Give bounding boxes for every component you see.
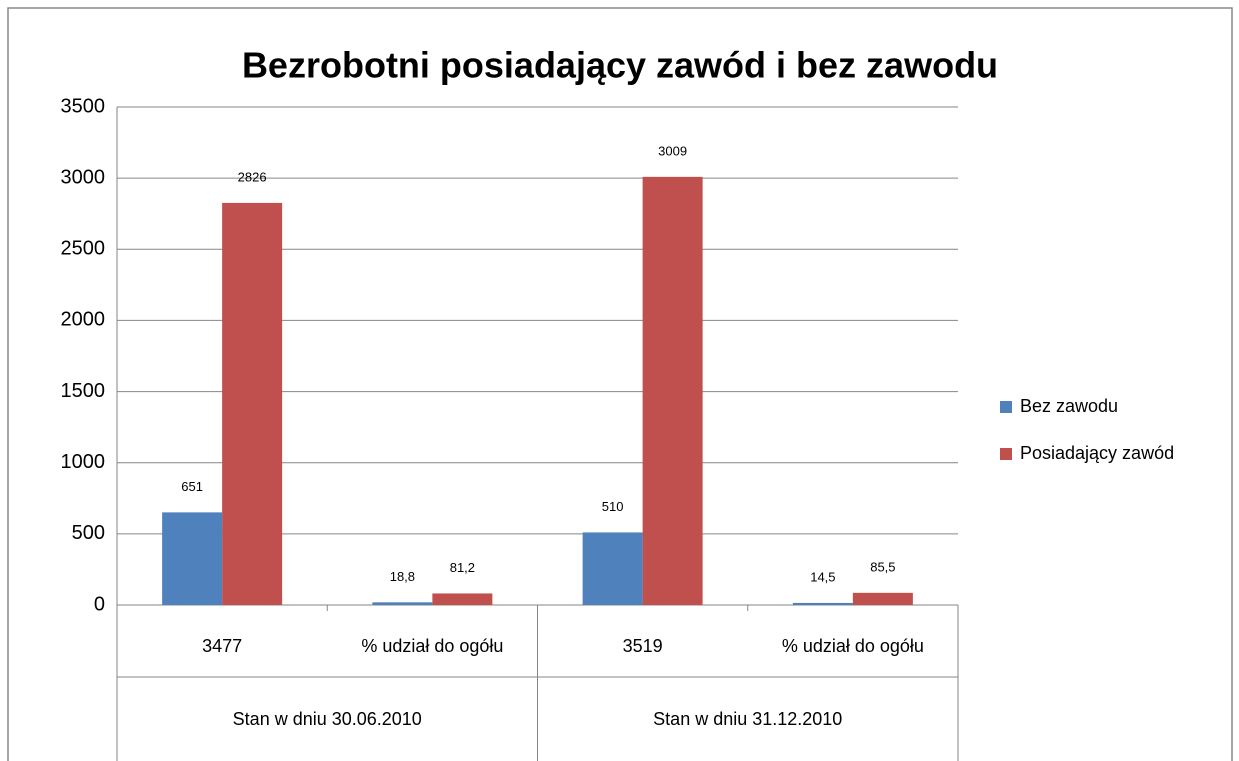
legend-swatch xyxy=(1000,401,1012,413)
y-tick-label: 500 xyxy=(72,522,105,544)
y-tick-label: 0 xyxy=(94,593,105,615)
x-tick-label: % udział do ogółu xyxy=(782,636,924,656)
legend-label: Posiadający zawód xyxy=(1020,443,1174,463)
data-label: 18,8 xyxy=(390,569,415,584)
bar xyxy=(852,592,913,605)
data-label: 81,2 xyxy=(450,560,475,575)
data-label: 85,5 xyxy=(870,559,895,574)
chart-title: Bezrobotni posiadający zawód i bez zawod… xyxy=(242,45,998,86)
bar xyxy=(582,532,643,605)
data-label: 651 xyxy=(181,479,203,494)
bar xyxy=(642,176,703,605)
group-label: Stan w dniu 31.12.2010 xyxy=(653,709,842,729)
chart-frame xyxy=(7,7,1233,761)
y-tick-label: 1000 xyxy=(61,451,106,473)
bar xyxy=(372,602,433,605)
bar xyxy=(162,512,223,605)
y-tick-label: 1500 xyxy=(61,380,106,402)
legend-swatch xyxy=(1000,448,1012,460)
x-tick-label: 3477 xyxy=(202,636,242,656)
data-label: 510 xyxy=(602,499,624,514)
data-label: 3009 xyxy=(658,143,687,158)
group-label: Stan w dniu 30.06.2010 xyxy=(233,709,422,729)
bar xyxy=(792,602,853,605)
x-tick-label: % udział do ogółu xyxy=(361,636,503,656)
data-label: 14,5 xyxy=(810,569,835,584)
x-tick-label: 3519 xyxy=(623,636,663,656)
y-tick-label: 3000 xyxy=(61,166,106,188)
legend-label: Bez zawodu xyxy=(1020,396,1118,416)
y-tick-label: 2500 xyxy=(61,238,106,260)
y-tick-label: 2000 xyxy=(61,309,106,331)
bar xyxy=(222,202,283,605)
data-label: 2826 xyxy=(238,169,267,184)
y-tick-label: 3500 xyxy=(61,95,106,117)
bar xyxy=(432,593,493,605)
